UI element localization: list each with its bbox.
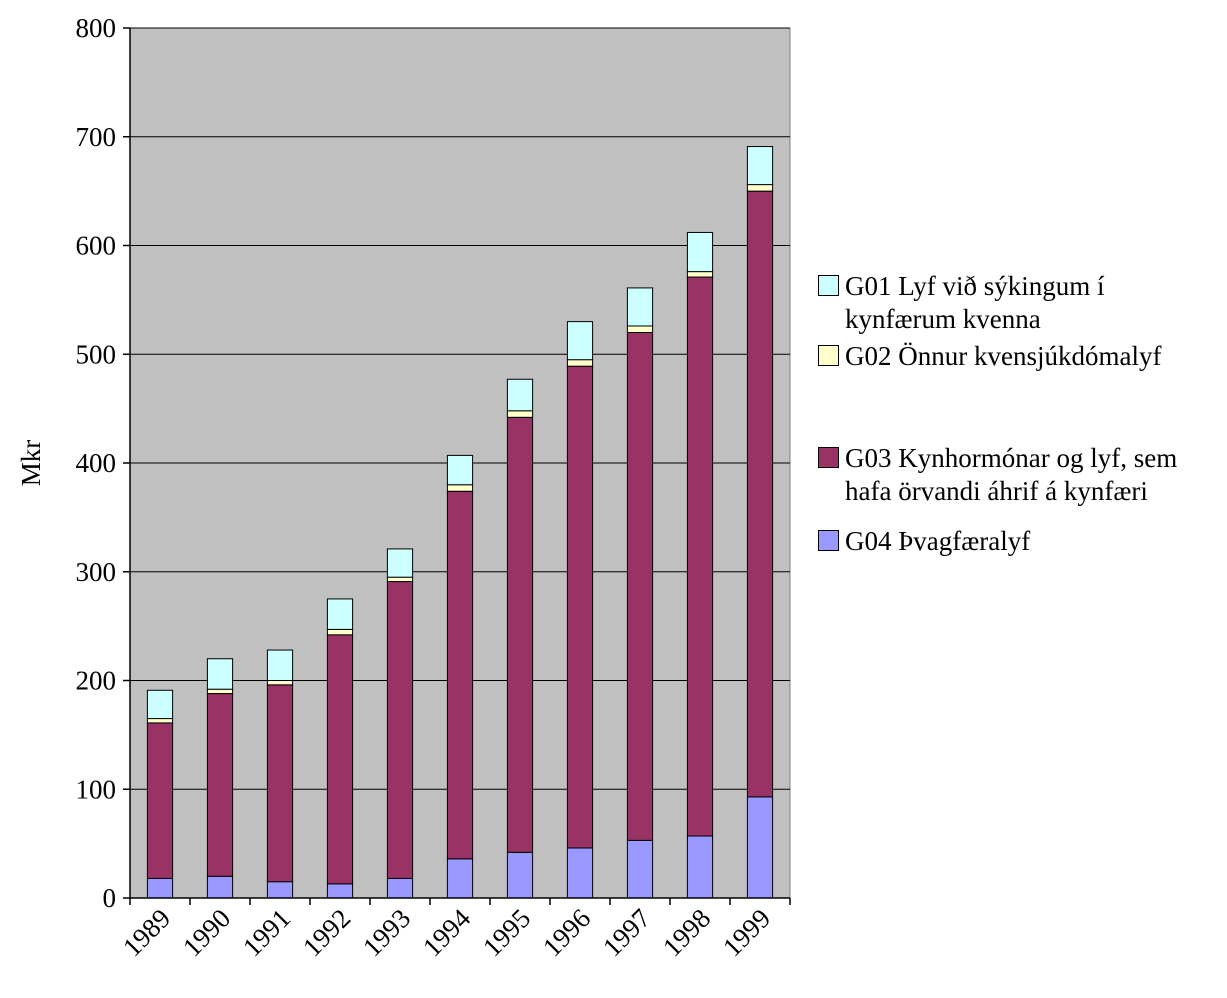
bar-segment-1992-s2: [326, 628, 354, 636]
legend-swatch-g03: [818, 447, 839, 468]
bar-segment-1998-s3: [686, 231, 714, 273]
axes: [123, 27, 791, 905]
bar-segment-1995-s2: [506, 410, 534, 418]
bar-segment-1990-s2: [206, 688, 234, 695]
bar-segment-1996-s1: [566, 365, 594, 849]
x-tick-label: 1991: [237, 903, 296, 962]
y-tick-label: 200: [76, 666, 117, 696]
x-tick-label: 1999: [717, 903, 776, 962]
y-tick-label: 400: [76, 448, 117, 478]
bar-segment-1992-s0: [326, 883, 354, 899]
bar-segment-1990-s1: [206, 693, 234, 877]
gridlines: [130, 27, 790, 790]
bar-segment-1992-s1: [326, 634, 354, 885]
legend-item-g04: G04 Þvagfæralyf: [818, 525, 1030, 558]
legend-label-g03: G03 Kynhormónar og lyf, sem hafa örvandi…: [845, 443, 1178, 506]
legend-item-g01: G01 Lyf við sýkingum í kynfærum kvenna: [818, 270, 1105, 336]
bar-segment-1994-s0: [446, 858, 474, 899]
bar-segment-1995-s1: [506, 416, 534, 853]
bar-segment-1997-s1: [626, 332, 654, 841]
y-tick-labels: 0 100 200 300 400 500 600 700 800: [76, 13, 117, 913]
bar-segment-1995-s3: [506, 378, 534, 412]
bar-segment-1993-s2: [386, 576, 414, 583]
legend-label-g04: G04 Þvagfæralyf: [845, 526, 1031, 556]
bar-segment-1994-s2: [446, 484, 474, 492]
y-tick-label: 0: [103, 883, 117, 913]
legend-swatch-g02: [818, 345, 839, 366]
bars: [146, 146, 774, 899]
x-tick-label: 1998: [657, 903, 716, 962]
x-tick-labels: 1989 1990 1991 1992 1993 1994 1995 1996 1997 1998…: [117, 903, 776, 963]
x-tick-label: 1994: [417, 903, 477, 963]
x-tick-label: 1993: [357, 903, 416, 962]
x-tick-label: 1996: [537, 903, 596, 962]
bar-segment-1998-s2: [686, 271, 714, 278]
legend-item-g03: G03 Kynhormónar og lyf, sem hafa örvandi…: [818, 442, 1177, 508]
bar-segment-1993-s1: [386, 581, 414, 879]
bar-segment-1989-s3: [146, 689, 174, 720]
x-tick-label: 1995: [477, 903, 536, 962]
y-tick-label: 800: [76, 13, 117, 43]
bar-segment-1999-s1: [746, 190, 774, 798]
bar-segment-1999-s2: [746, 184, 774, 192]
bar-segment-1991-s1: [266, 684, 294, 883]
y-tick-label: 600: [76, 231, 117, 261]
bar-segment-1992-s3: [326, 598, 354, 630]
y-tick-label: 700: [76, 122, 117, 152]
bar-segment-1989-s0: [146, 877, 174, 899]
bar-segment-1995-s0: [506, 851, 534, 899]
bar-segment-1999-s3: [746, 146, 774, 186]
x-tick-label: 1990: [177, 903, 236, 962]
bar-segment-1998-s0: [686, 835, 714, 899]
bar-segment-1989-s1: [146, 722, 174, 879]
bar-segment-1994-s3: [446, 454, 474, 486]
bar-segment-1997-s3: [626, 287, 654, 327]
bar-segment-1990-s3: [206, 658, 234, 690]
x-tick-label: 1989: [117, 903, 176, 962]
bar-segment-1996-s2: [566, 359, 594, 367]
bar-segment-1994-s1: [446, 490, 474, 860]
bar-segment-1996-s3: [566, 321, 594, 361]
bar-segment-1997-s2: [626, 325, 654, 334]
bar-segment-1991-s2: [266, 680, 294, 686]
bar-segment-1997-s0: [626, 839, 654, 899]
x-tick-label: 1992: [297, 903, 356, 962]
y-tick-label: 100: [76, 774, 117, 804]
x-tick-label: 1997: [597, 903, 656, 962]
y-tick-label: 500: [76, 339, 117, 369]
bar-segment-1993-s0: [386, 877, 414, 899]
bar-segment-1996-s0: [566, 847, 594, 899]
bar-segment-1999-s0: [746, 796, 774, 899]
bar-segment-1990-s0: [206, 875, 234, 899]
bar-segment-1998-s1: [686, 276, 714, 837]
bar-segment-1993-s3: [386, 548, 414, 578]
bar-segment-1991-s3: [266, 649, 294, 681]
legend-item-g02: G02 Önnur kvensjúkdómalyf: [818, 340, 1161, 373]
bar-segment-1991-s0: [266, 881, 294, 899]
y-tick-label: 300: [76, 557, 117, 587]
legend-label-g02: G02 Önnur kvensjúkdómalyf: [845, 341, 1162, 371]
legend-swatch-g01: [818, 275, 839, 296]
legend-label-g01: G01 Lyf við sýkingum í kynfærum kvenna: [845, 271, 1105, 334]
y-axis-label: Mkr: [16, 440, 46, 487]
legend-swatch-g04: [818, 530, 839, 551]
bar-segment-1989-s2: [146, 718, 174, 724]
